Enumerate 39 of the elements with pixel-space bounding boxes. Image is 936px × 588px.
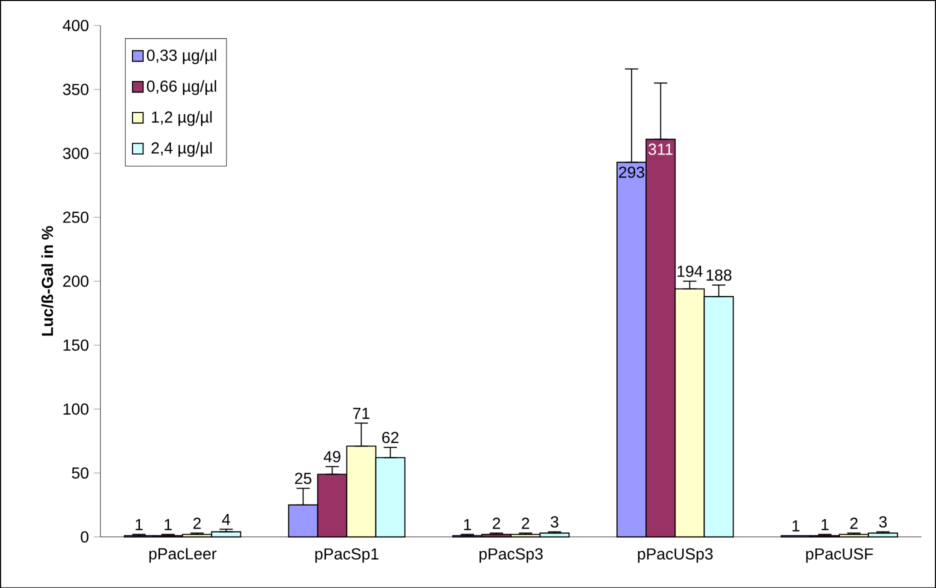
data-label: 4	[222, 514, 230, 525]
x-tick-label: pPacSp1	[315, 548, 378, 563]
data-label: 311	[648, 143, 673, 155]
y-tick-label: 50	[72, 467, 88, 478]
y-tick-label: 250	[63, 211, 88, 223]
data-label: 62	[382, 432, 398, 443]
data-label: 1	[164, 518, 172, 530]
data-label: 71	[353, 408, 370, 419]
data-label: 1	[792, 520, 800, 532]
x-tick-label: pPacSp3	[480, 548, 543, 563]
data-label: 3	[879, 516, 887, 528]
data-label: 25	[295, 472, 312, 484]
data-label: 3	[550, 516, 558, 528]
y-tick-label: 100	[64, 403, 88, 415]
x-tick-label: pPacUSp3	[638, 548, 713, 563]
legend-label: 0,33 µg/µl	[146, 49, 216, 64]
y-tick-label: 300	[63, 148, 88, 159]
y-tick-label: 400	[62, 20, 88, 31]
data-label: 194	[678, 265, 703, 277]
data-label: 188	[706, 269, 732, 281]
y-tick-label: 150	[64, 339, 88, 351]
data-label: 2	[850, 517, 858, 529]
data-label: 293	[619, 166, 644, 178]
y-tick-label: 200	[63, 275, 88, 287]
x-tick-label: pPacLeer	[149, 548, 216, 562]
data-label: 2	[492, 517, 500, 529]
y-tick-label: 350	[63, 84, 88, 95]
data-label: 2	[522, 517, 530, 529]
data-label: 49	[324, 450, 340, 462]
legend-label: 2,4 µg/µl	[152, 142, 212, 157]
data-label: 1	[464, 518, 472, 530]
data-label: 1	[822, 518, 829, 530]
legend-label: 1,2 µg/µl	[152, 110, 212, 126]
data-label: 2	[193, 517, 201, 529]
x-tick-label: pPacUSF	[806, 548, 873, 563]
data-label: 1	[136, 518, 143, 530]
legend-label: 0,66 µg/µl	[146, 80, 216, 95]
y-tick-label: 0	[80, 531, 88, 542]
y-axis-title: Luc/ß-Gal in %	[41, 226, 54, 336]
